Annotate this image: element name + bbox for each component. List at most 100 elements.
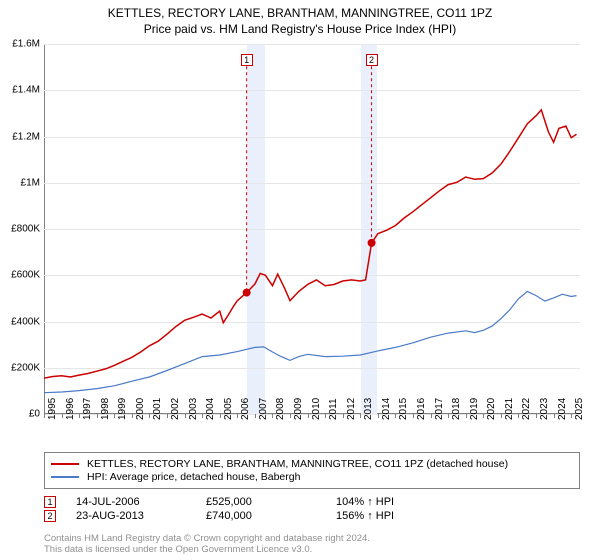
x-tick bbox=[448, 414, 449, 418]
x-axis-label: 1999 bbox=[117, 398, 128, 420]
x-axis-label: 1998 bbox=[100, 398, 111, 420]
y-axis-label: £1.4M bbox=[2, 85, 40, 96]
x-tick bbox=[431, 414, 432, 418]
x-axis-label: 2006 bbox=[240, 398, 251, 420]
x-tick bbox=[325, 414, 326, 418]
footer: Contains HM Land Registry data © Crown c… bbox=[44, 534, 370, 556]
x-tick bbox=[571, 414, 572, 418]
x-axis-label: 2007 bbox=[258, 398, 269, 420]
x-axis-label: 2024 bbox=[557, 398, 568, 420]
x-tick bbox=[483, 414, 484, 418]
x-tick bbox=[395, 414, 396, 418]
y-axis-label: £200K bbox=[2, 362, 40, 373]
title-block: KETTLES, RECTORY LANE, BRANTHAM, MANNING… bbox=[0, 0, 600, 36]
x-tick bbox=[132, 414, 133, 418]
x-tick bbox=[237, 414, 238, 418]
y-axis-label: £1M bbox=[2, 177, 40, 188]
x-axis-label: 2016 bbox=[416, 398, 427, 420]
sale-price-1: £525,000 bbox=[206, 496, 316, 508]
x-axis-label: 2023 bbox=[539, 398, 550, 420]
legend-item-property: KETTLES, RECTORY LANE, BRANTHAM, MANNING… bbox=[51, 458, 573, 470]
sale-marker-box: 1 bbox=[241, 54, 253, 66]
x-axis-label: 2013 bbox=[363, 398, 374, 420]
y-axis-label: £600K bbox=[2, 270, 40, 281]
x-tick bbox=[554, 414, 555, 418]
line-layer bbox=[44, 44, 580, 414]
series-property bbox=[44, 110, 577, 378]
plot-area: £0£200K£400K£600K£800K£1M£1.2M£1.4M£1.6M… bbox=[44, 44, 580, 414]
x-tick bbox=[185, 414, 186, 418]
footer-line-2: This data is licensed under the Open Gov… bbox=[44, 545, 370, 556]
x-axis-label: 2019 bbox=[469, 398, 480, 420]
x-axis-label: 2002 bbox=[170, 398, 181, 420]
sale-marker-2: 2 bbox=[44, 510, 56, 522]
x-axis-label: 2000 bbox=[135, 398, 146, 420]
x-axis-label: 2009 bbox=[293, 398, 304, 420]
x-axis-label: 2015 bbox=[398, 398, 409, 420]
x-axis-label: 2005 bbox=[223, 398, 234, 420]
legend: KETTLES, RECTORY LANE, BRANTHAM, MANNING… bbox=[44, 452, 580, 489]
x-axis-label: 2001 bbox=[152, 398, 163, 420]
legend-swatch-property bbox=[51, 463, 79, 465]
x-tick bbox=[413, 414, 414, 418]
y-axis-label: £400K bbox=[2, 316, 40, 327]
x-axis-label: 2021 bbox=[504, 398, 515, 420]
x-axis-label: 2010 bbox=[311, 398, 322, 420]
title-line-2: Price paid vs. HM Land Registry's House … bbox=[0, 22, 600, 36]
y-axis-label: £0 bbox=[2, 409, 40, 420]
legend-label-property: KETTLES, RECTORY LANE, BRANTHAM, MANNING… bbox=[87, 458, 508, 470]
sale-date-2: 23-AUG-2013 bbox=[76, 510, 186, 522]
x-axis-label: 2004 bbox=[205, 398, 216, 420]
x-tick bbox=[79, 414, 80, 418]
x-axis-label: 1995 bbox=[47, 398, 58, 420]
x-axis-label: 2008 bbox=[275, 398, 286, 420]
sale-marker-dot bbox=[243, 289, 251, 297]
x-tick bbox=[466, 414, 467, 418]
x-tick bbox=[114, 414, 115, 418]
title-line-1: KETTLES, RECTORY LANE, BRANTHAM, MANNING… bbox=[0, 6, 600, 20]
sale-row-1: 1 14-JUL-2006 £525,000 104% ↑ HPI bbox=[44, 496, 580, 508]
sales-table: 1 14-JUL-2006 £525,000 104% ↑ HPI 2 23-A… bbox=[44, 494, 580, 524]
x-tick bbox=[202, 414, 203, 418]
x-axis-label: 2020 bbox=[486, 398, 497, 420]
x-axis-label: 2014 bbox=[381, 398, 392, 420]
x-tick bbox=[167, 414, 168, 418]
y-axis-label: £800K bbox=[2, 224, 40, 235]
sale-row-2: 2 23-AUG-2013 £740,000 156% ↑ HPI bbox=[44, 510, 580, 522]
chart-container: KETTLES, RECTORY LANE, BRANTHAM, MANNING… bbox=[0, 0, 600, 560]
x-tick bbox=[308, 414, 309, 418]
x-axis-label: 2017 bbox=[434, 398, 445, 420]
x-tick bbox=[272, 414, 273, 418]
x-tick bbox=[255, 414, 256, 418]
x-tick bbox=[518, 414, 519, 418]
x-tick bbox=[62, 414, 63, 418]
x-tick bbox=[378, 414, 379, 418]
sale-hpi-1: 104% ↑ HPI bbox=[336, 496, 446, 508]
x-tick bbox=[220, 414, 221, 418]
x-tick bbox=[501, 414, 502, 418]
x-axis-label: 2025 bbox=[574, 398, 585, 420]
x-axis-label: 2011 bbox=[328, 398, 339, 420]
y-axis-label: £1.6M bbox=[2, 39, 40, 50]
x-axis-label: 2018 bbox=[451, 398, 462, 420]
sale-date-1: 14-JUL-2006 bbox=[76, 496, 186, 508]
legend-label-hpi: HPI: Average price, detached house, Babe… bbox=[87, 471, 300, 483]
legend-item-hpi: HPI: Average price, detached house, Babe… bbox=[51, 471, 573, 483]
sale-hpi-2: 156% ↑ HPI bbox=[336, 510, 446, 522]
x-axis-label: 2022 bbox=[521, 398, 532, 420]
x-axis-label: 1997 bbox=[82, 398, 93, 420]
x-tick bbox=[536, 414, 537, 418]
sale-marker-box: 2 bbox=[366, 54, 378, 66]
x-tick bbox=[360, 414, 361, 418]
x-axis-label: 2003 bbox=[188, 398, 199, 420]
sale-marker-dot bbox=[368, 239, 376, 247]
x-axis-label: 1996 bbox=[65, 398, 76, 420]
x-tick bbox=[290, 414, 291, 418]
sale-price-2: £740,000 bbox=[206, 510, 316, 522]
x-axis-label: 2012 bbox=[346, 398, 357, 420]
x-tick bbox=[97, 414, 98, 418]
legend-swatch-hpi bbox=[51, 476, 79, 478]
x-tick bbox=[343, 414, 344, 418]
series-hpi bbox=[44, 291, 577, 392]
x-tick bbox=[149, 414, 150, 418]
